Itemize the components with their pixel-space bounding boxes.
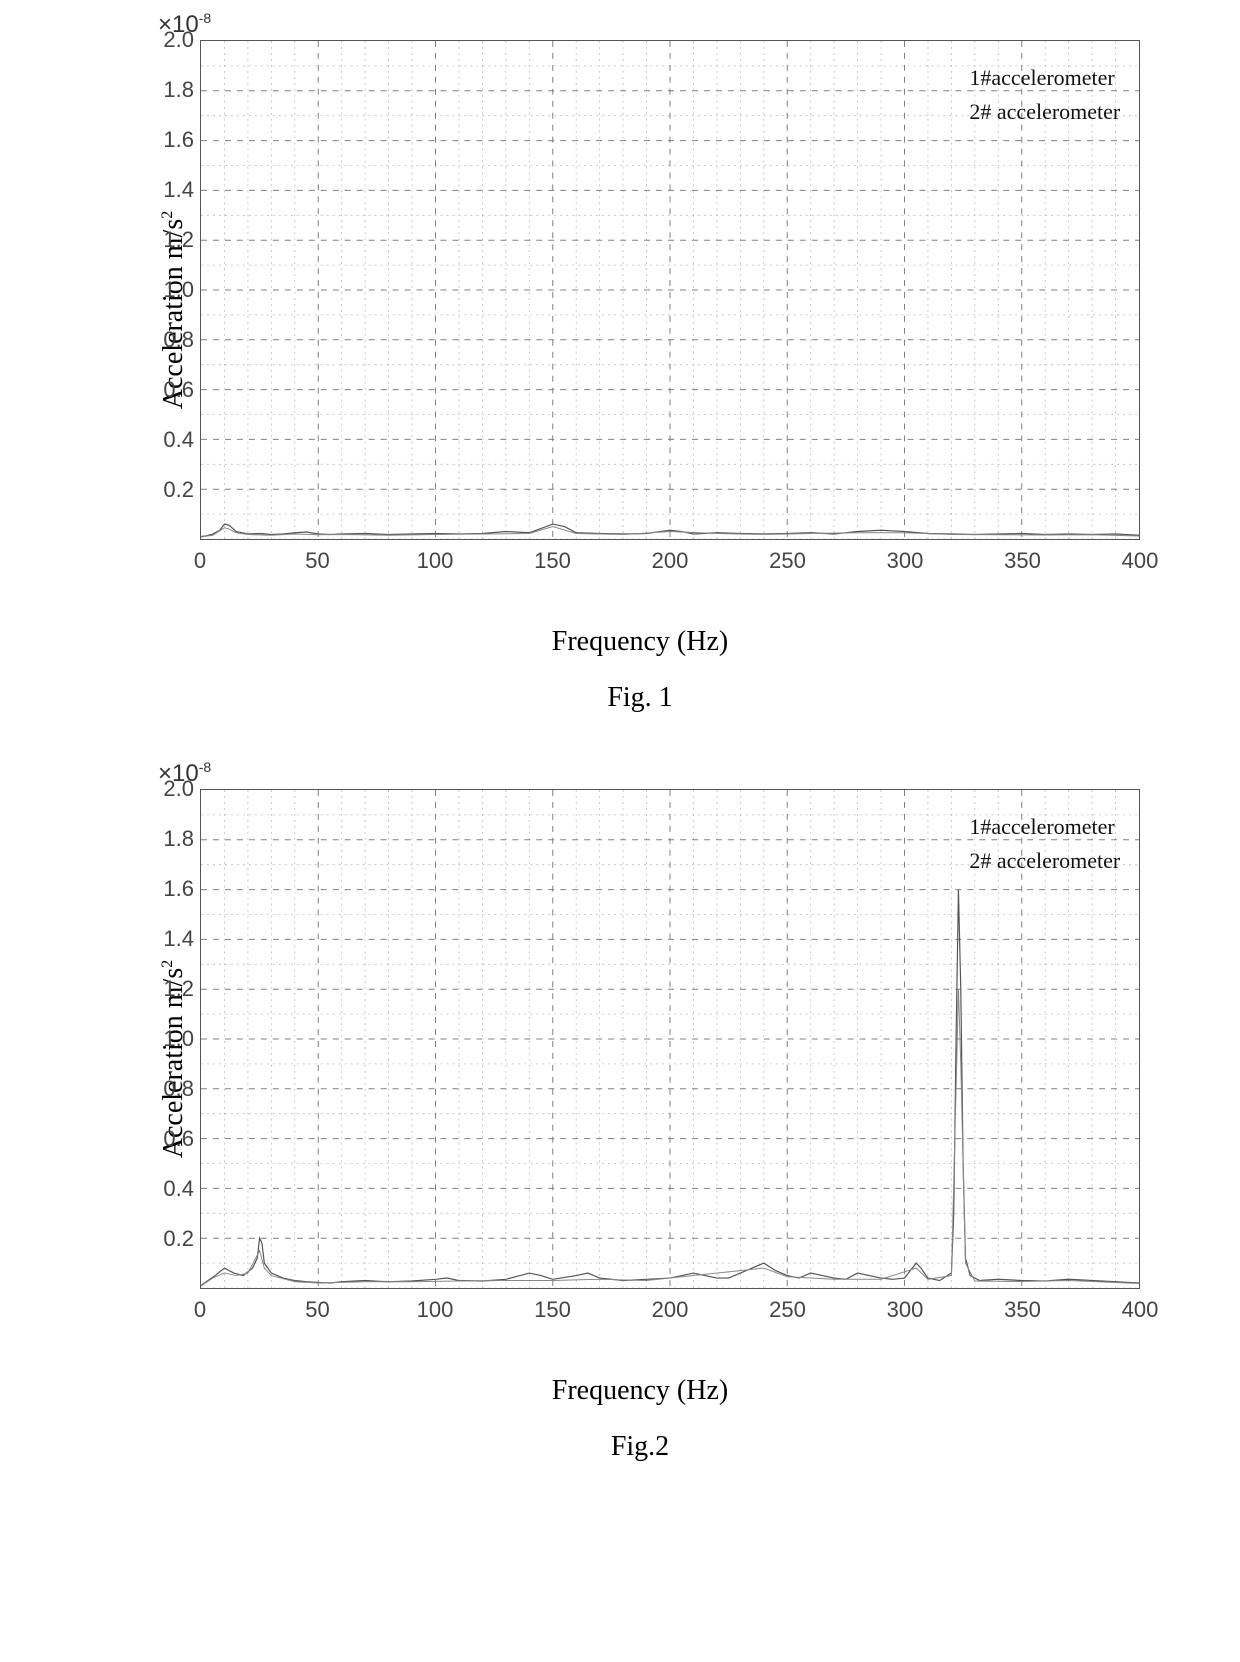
y-exp-sup: -8 xyxy=(199,759,211,775)
figure-caption: Fig. 1 xyxy=(140,682,1140,714)
y-tick-label: 0.6 xyxy=(150,377,194,403)
x-tick-label: 0 xyxy=(194,1297,206,1323)
x-tick-label: 400 xyxy=(1122,1297,1159,1323)
x-tick-label: 50 xyxy=(305,548,329,574)
y-tick-label: 2.0 xyxy=(150,27,194,53)
figure: ×10-8Acceleration m/s21#accelerometer2# … xyxy=(50,789,1190,1463)
x-tick-label: 400 xyxy=(1122,548,1159,574)
y-tick-label: 1.6 xyxy=(150,127,194,153)
chart-legend: 1#accelerometer2# accelerometer xyxy=(969,61,1120,129)
y-tick-label: 1.6 xyxy=(150,876,194,902)
plot-area: 1#accelerometer2# accelerometer xyxy=(200,40,1140,540)
y-tick-label: 1.2 xyxy=(150,227,194,253)
y-tick-label: 2.0 xyxy=(150,776,194,802)
legend-item: 1#accelerometer xyxy=(969,810,1120,844)
y-tick-label: 0.2 xyxy=(150,1226,194,1252)
plot-frame: ×10-8Acceleration m/s21#accelerometer2# … xyxy=(140,40,1140,580)
x-tick-label: 0 xyxy=(194,548,206,574)
figure-caption: Fig.2 xyxy=(140,1431,1140,1463)
x-tick-label: 150 xyxy=(534,1297,571,1323)
x-axis-label: Frequency (Hz) xyxy=(140,1375,1140,1407)
x-tick-label: 100 xyxy=(417,548,454,574)
y-label-sup: 2 xyxy=(159,211,176,219)
y-tick-label: 0.8 xyxy=(150,1076,194,1102)
x-tick-label: 50 xyxy=(305,1297,329,1323)
y-tick-label: 1.8 xyxy=(150,77,194,103)
x-tick-label: 200 xyxy=(652,548,689,574)
y-tick-label: 1.4 xyxy=(150,926,194,952)
x-tick-label: 350 xyxy=(1004,548,1041,574)
figure: ×10-8Acceleration m/s21#accelerometer2# … xyxy=(50,40,1190,714)
y-tick-label: 0.2 xyxy=(150,477,194,503)
x-tick-label: 250 xyxy=(769,1297,806,1323)
legend-item: 1#accelerometer xyxy=(969,61,1120,95)
x-tick-label: 300 xyxy=(887,1297,924,1323)
y-tick-label: 1.8 xyxy=(150,826,194,852)
plot-frame: ×10-8Acceleration m/s21#accelerometer2# … xyxy=(140,789,1140,1329)
y-tick-label: 0.6 xyxy=(150,1126,194,1152)
x-tick-label: 100 xyxy=(417,1297,454,1323)
chart-legend: 1#accelerometer2# accelerometer xyxy=(969,810,1120,878)
x-axis-label: Frequency (Hz) xyxy=(140,626,1140,658)
legend-item: 2# accelerometer xyxy=(969,95,1120,129)
y-tick-label: 1.4 xyxy=(150,177,194,203)
y-label-sup: 2 xyxy=(159,960,176,968)
legend-item: 2# accelerometer xyxy=(969,844,1120,878)
x-tick-label: 250 xyxy=(769,548,806,574)
x-tick-label: 200 xyxy=(652,1297,689,1323)
y-tick-label: 0.4 xyxy=(150,1176,194,1202)
y-tick-label: 1.2 xyxy=(150,976,194,1002)
y-tick-label: 1.0 xyxy=(150,1026,194,1052)
y-tick-label: 0.4 xyxy=(150,427,194,453)
y-tick-label: 1.0 xyxy=(150,277,194,303)
y-tick-label: 0.8 xyxy=(150,327,194,353)
x-tick-label: 300 xyxy=(887,548,924,574)
plot-area: 1#accelerometer2# accelerometer xyxy=(200,789,1140,1289)
y-exp-sup: -8 xyxy=(199,10,211,26)
x-tick-label: 350 xyxy=(1004,1297,1041,1323)
x-tick-label: 150 xyxy=(534,548,571,574)
